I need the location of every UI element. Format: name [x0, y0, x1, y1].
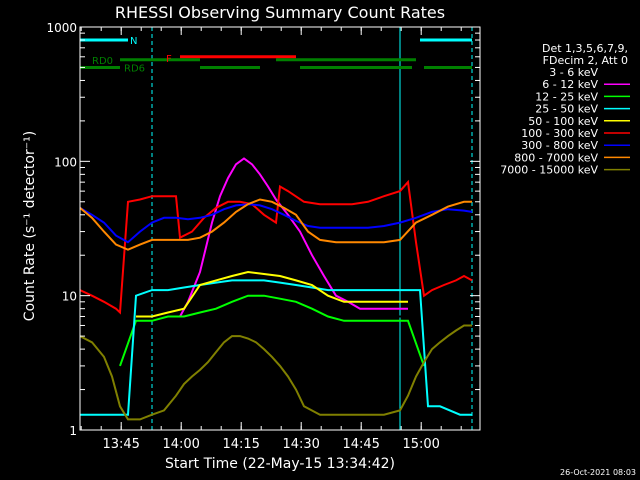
legend-label: 3 - 6 keV: [549, 66, 598, 79]
plot-frame: [79, 26, 481, 431]
annotation-f: F: [166, 54, 172, 65]
x-tick-label: 14:30: [282, 437, 319, 452]
legend-label: 800 - 7000 keV: [514, 151, 598, 164]
series-line-7: [79, 198, 472, 251]
chart-title: RHESSI Observing Summary Count Rates: [115, 3, 445, 22]
series-line-2: [119, 294, 425, 367]
legend-label: 7000 - 15000 keV: [500, 164, 598, 177]
x-tick-label: 15:00: [402, 437, 439, 452]
x-axis-label: Start Time (22-May-15 13:34:42): [165, 456, 395, 472]
legend-label: 100 - 300 keV: [521, 127, 598, 140]
y-tick-label: 1000: [46, 21, 77, 35]
legend-label: 12 - 25 keV: [535, 90, 598, 103]
y-axis: 1 10 100 1000: [46, 21, 480, 438]
legend: Det 1,3,5,6,7,9,FDecim 2, Att 03 - 6 keV…: [500, 42, 630, 177]
legend-header: FDecim 2, Att 0: [543, 54, 628, 67]
y-axis-label: Count Rate (s⁻¹ detector⁻¹): [22, 131, 38, 321]
series-line-0: [179, 193, 408, 318]
legend-label: 300 - 800 keV: [521, 139, 598, 152]
series-line-5: [79, 179, 473, 315]
series-line-4: [136, 270, 408, 318]
legend-label: 50 - 100 keV: [528, 115, 598, 128]
y-tick-label: 100: [54, 155, 77, 169]
y-tick-label: 10: [62, 290, 77, 304]
annotation-rd0: RD0: [92, 56, 113, 67]
series-line-1: [179, 157, 408, 317]
series-line-3: [80, 279, 472, 416]
x-axis: 13:45 14:00 14:15 14:30 14:45 15:00: [80, 27, 462, 452]
x-tick-label: 13:45: [102, 437, 139, 452]
legend-label: 25 - 50 keV: [535, 103, 598, 116]
series-line-8: [79, 324, 472, 421]
legend-label: 6 - 12 keV: [542, 78, 598, 91]
x-tick-label: 14:00: [162, 437, 199, 452]
plot-area: N F RD0 RD6: [79, 26, 481, 431]
x-tick-label: 14:45: [342, 437, 379, 452]
y-tick-label: 1: [69, 424, 77, 438]
series-line-6: [79, 203, 473, 244]
legend-header: Det 1,3,5,6,7,9,: [542, 42, 628, 55]
annotation-n: N: [130, 36, 137, 47]
x-tick-label: 14:15: [222, 437, 259, 452]
annotation-rd6: RD6: [124, 63, 145, 74]
footer-timestamp: 26-Oct-2021 08:03: [560, 468, 636, 477]
